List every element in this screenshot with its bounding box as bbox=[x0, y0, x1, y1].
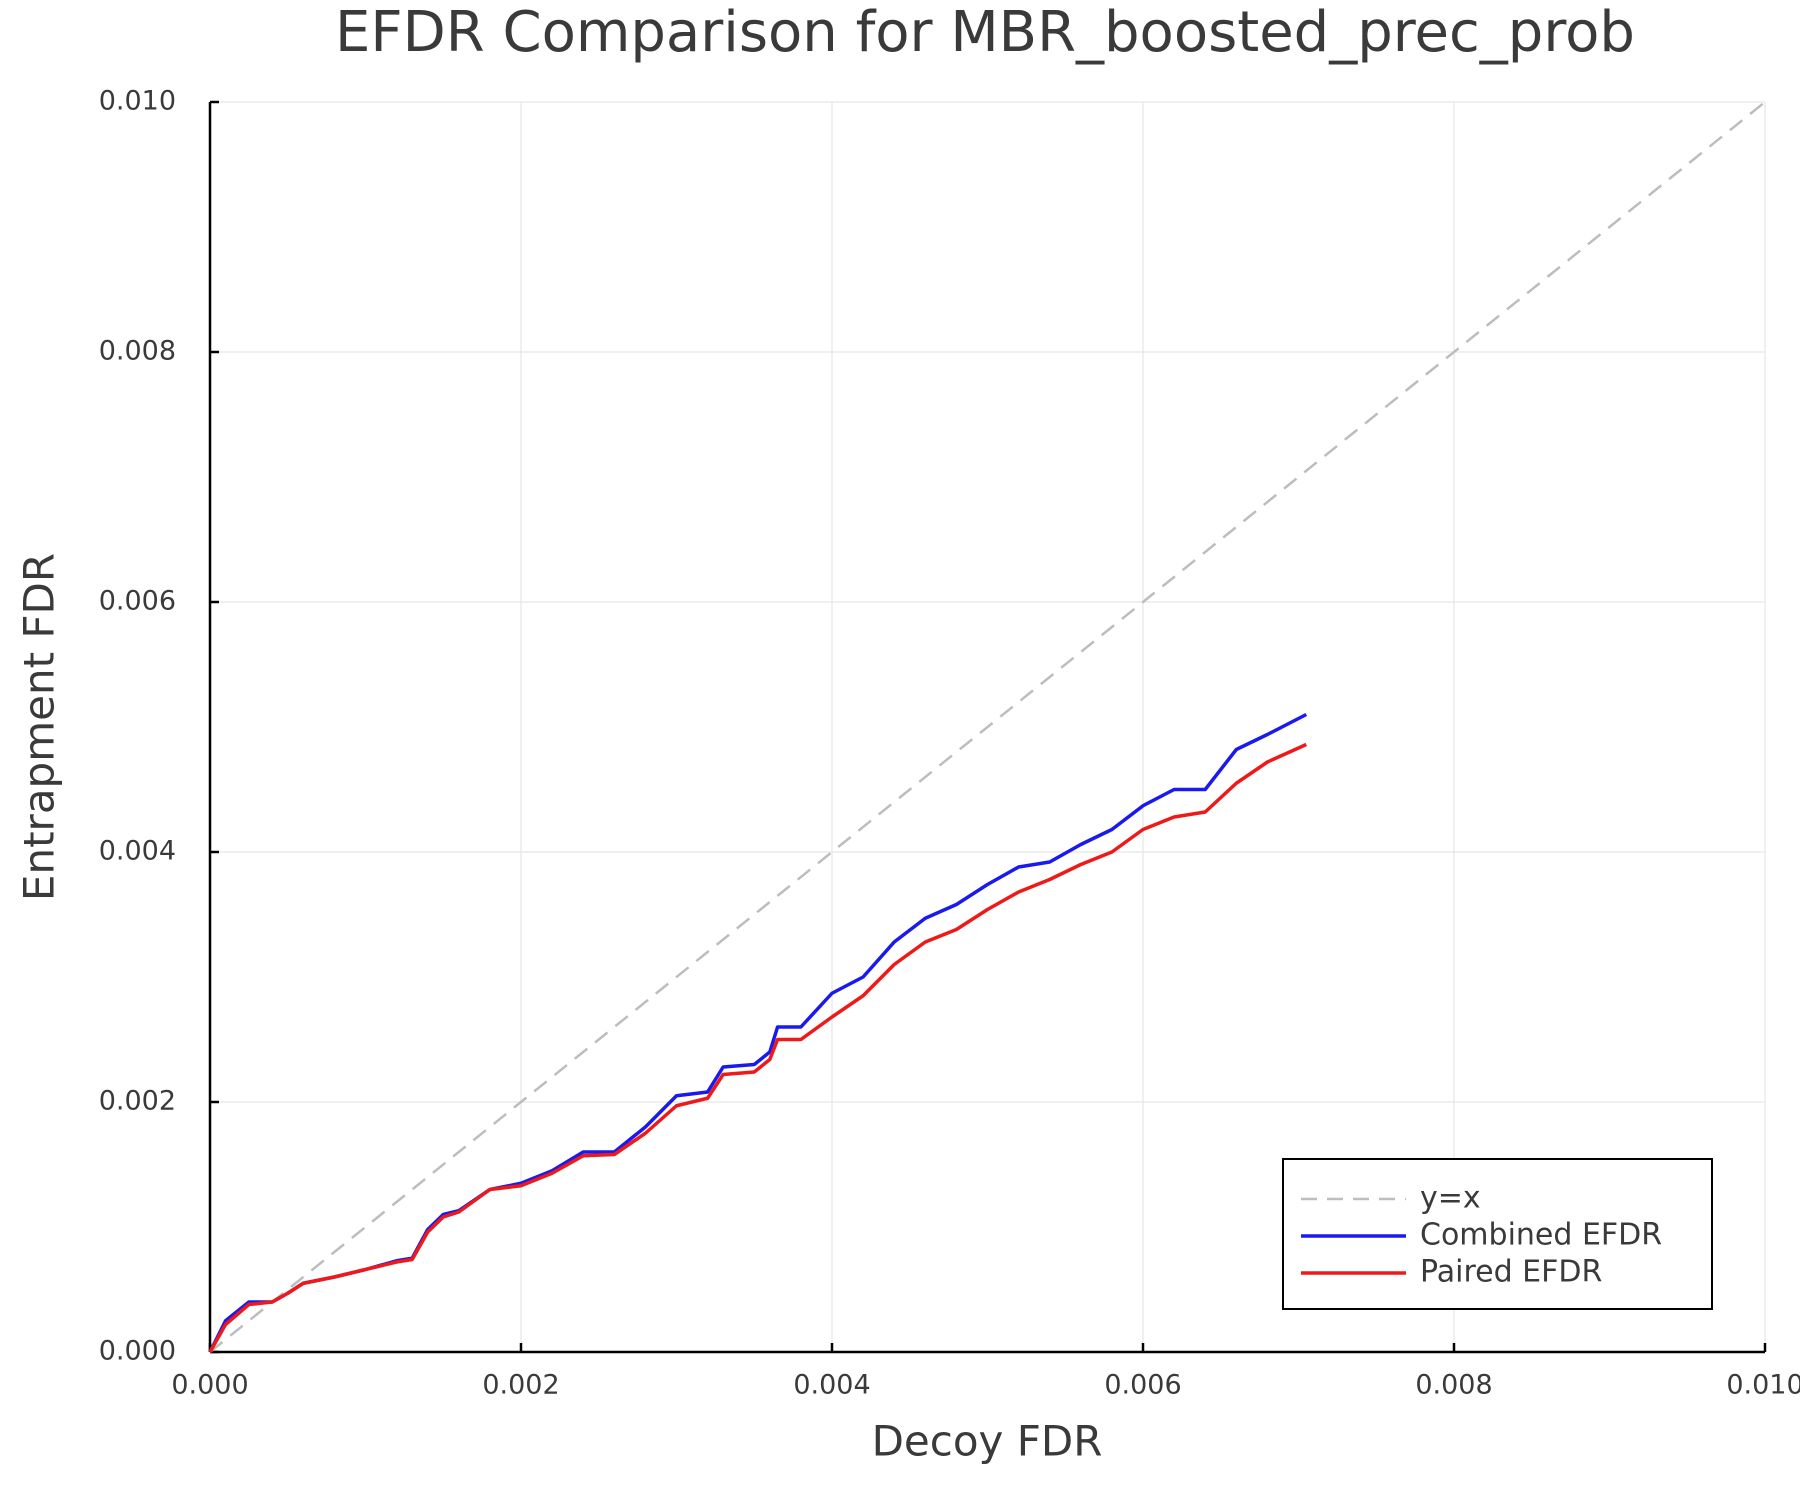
legend-label: Combined EFDR bbox=[1420, 1218, 1662, 1253]
legend-label: y=x bbox=[1420, 1181, 1481, 1216]
y-tick-label: 0.008 bbox=[99, 336, 176, 367]
x-tick-label: 0.008 bbox=[1415, 1370, 1492, 1401]
y-tick-label: 0.010 bbox=[99, 86, 176, 117]
x-tick-label: 0.002 bbox=[482, 1370, 559, 1401]
x-tick-label: 0.000 bbox=[171, 1370, 248, 1401]
series-line bbox=[208, 742, 1307, 1353]
y-tick-label: 0.002 bbox=[99, 1086, 176, 1117]
chart-title: EFDR Comparison for MBR_boosted_prec_pro… bbox=[335, 0, 1635, 65]
legend-box bbox=[1282, 1158, 1713, 1310]
legend-label: Paired EFDR bbox=[1420, 1255, 1602, 1290]
y-tick-label: 0.000 bbox=[99, 1336, 176, 1367]
x-tick-label: 0.006 bbox=[1104, 1370, 1181, 1401]
y-axis-label: Entrapment FDR bbox=[15, 553, 64, 901]
y-tick-label: 0.006 bbox=[99, 586, 176, 617]
x-tick-label: 0.004 bbox=[793, 1370, 870, 1401]
series-line bbox=[209, 101, 1766, 1353]
x-tick-label: 0.010 bbox=[1726, 1370, 1800, 1401]
x-axis-label: Decoy FDR bbox=[872, 1417, 1103, 1466]
y-tick-label: 0.004 bbox=[99, 836, 176, 867]
series-line bbox=[208, 712, 1308, 1353]
